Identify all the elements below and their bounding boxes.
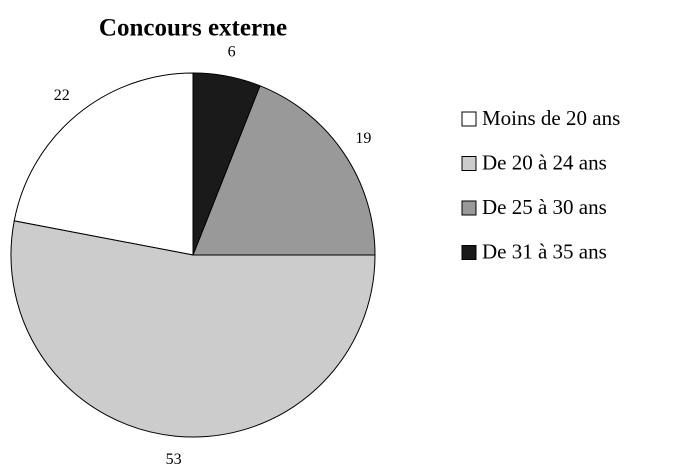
legend-swatch (461, 200, 477, 216)
pie-slice (10, 220, 376, 438)
legend-swatch (461, 245, 477, 260)
chart-title: Concours externe (99, 15, 287, 42)
slice-label: 19 (355, 130, 371, 147)
pie-slice (13, 72, 194, 256)
legend-label: De 31 à 35 ans (482, 239, 607, 263)
slice-label: 22 (54, 87, 70, 104)
legend-swatch (461, 111, 477, 127)
legend-label: De 20 à 24 ans (482, 150, 607, 174)
legend-swatch (461, 156, 477, 171)
slice-label: 6 (228, 43, 236, 60)
legend-label: De 25 à 30 ans (482, 195, 607, 219)
legend-label: Moins de 20 ans (482, 106, 620, 130)
pie-slice (192, 85, 376, 256)
pie-slice (192, 72, 261, 256)
slice-label: 53 (166, 451, 182, 468)
